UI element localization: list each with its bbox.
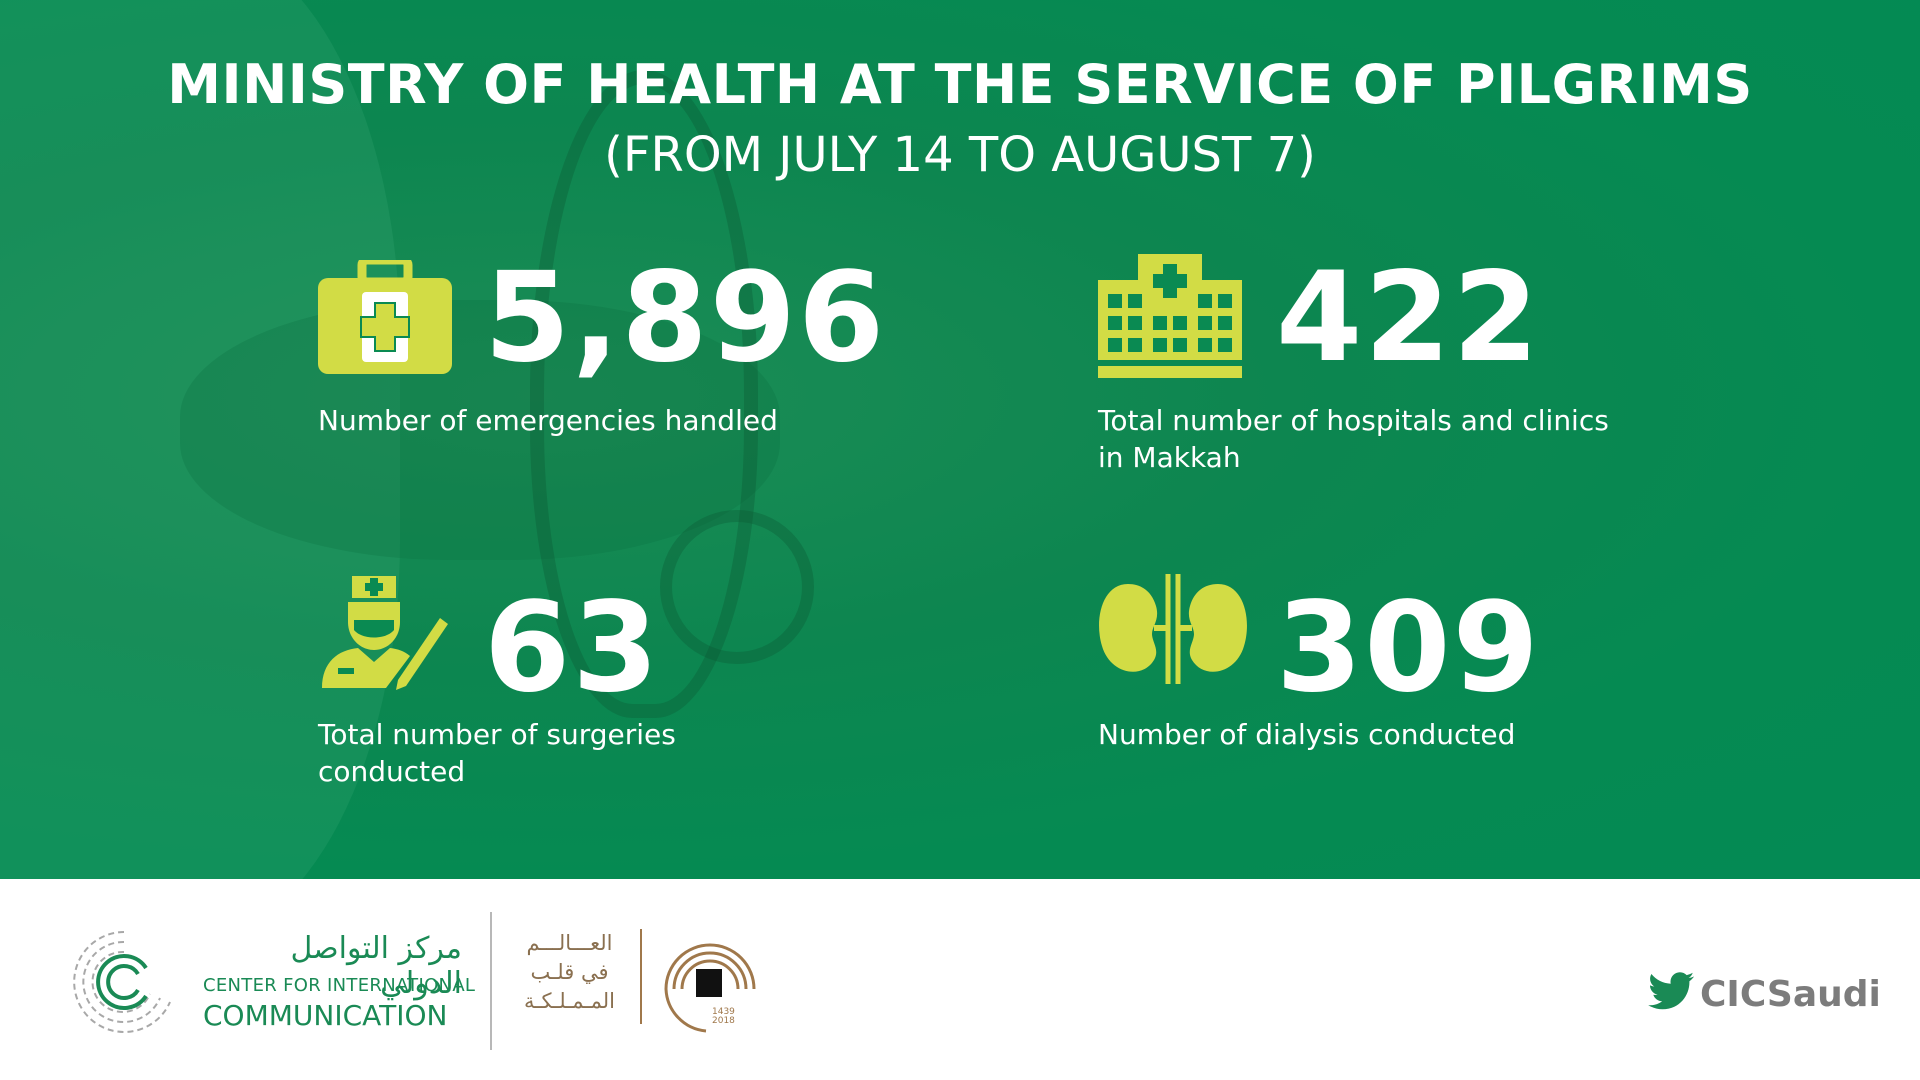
hospital-building-icon — [1098, 254, 1242, 382]
cic-arabic-name: مركز التواصل الدولي — [290, 931, 462, 1001]
footer-divider-gold — [640, 929, 642, 1024]
page-title: MINISTRY OF HEALTH AT THE SERVICE OF PIL… — [167, 53, 1753, 116]
kaaba-year-hijri: 1439 — [712, 1007, 735, 1017]
surgeries-value: 63 — [484, 576, 661, 720]
background-coat-shape — [0, 0, 400, 879]
footer: مركز التواصل الدولي CENTER FOR INTERNATI… — [0, 879, 1920, 1080]
stat-surgeries: 63 Total number of surgeries conducted — [318, 570, 958, 800]
cic-fingerprint-logo-icon — [58, 924, 190, 1044]
emergencies-value: 5,896 — [484, 246, 887, 390]
stat-hospitals: 422 Total number of hospitals and clinic… — [1098, 246, 1738, 486]
footer-divider — [490, 912, 492, 1050]
dialysis-value: 309 — [1276, 576, 1541, 720]
dialysis-label: Number of dialysis conducted — [1098, 718, 1516, 751]
hospitals-value: 422 — [1276, 246, 1541, 390]
twitter-bird-icon[interactable] — [1648, 972, 1695, 1014]
kidneys-icon — [1098, 574, 1248, 688]
cic-name-line2: COMMUNICATION — [203, 999, 448, 1032]
page-subtitle: (FROM JULY 14 TO AUGUST 7) — [604, 127, 1316, 183]
hospitals-label: Total number of hospitals and clinics in… — [1098, 404, 1609, 474]
surgeries-label: Total number of surgeries conducted — [318, 718, 676, 788]
arabic-slogan: العـــالـــم في قلـب المـمـلـكـة — [524, 931, 615, 1013]
stat-dialysis: 309 Number of dialysis conducted — [1098, 570, 1738, 770]
stat-emergencies: 5,896 Number of emergencies handled — [318, 246, 958, 456]
hero-banner: MINISTRY OF HEALTH AT THE SERVICE OF PIL… — [0, 0, 1920, 879]
surgeon-icon — [318, 568, 450, 696]
title-block: MINISTRY OF HEALTH AT THE SERVICE OF PIL… — [0, 52, 1920, 188]
emergencies-label: Number of emergencies handled — [318, 404, 778, 437]
first-aid-kit-icon — [318, 255, 452, 380]
kaaba-year-gregorian: 2018 — [712, 1016, 735, 1026]
twitter-handle[interactable]: CICSaudi — [1700, 974, 1881, 1015]
cic-name-line1: CENTER FOR INTERNATIONAL — [203, 975, 476, 996]
kaaba-logo-icon — [658, 927, 762, 1037]
